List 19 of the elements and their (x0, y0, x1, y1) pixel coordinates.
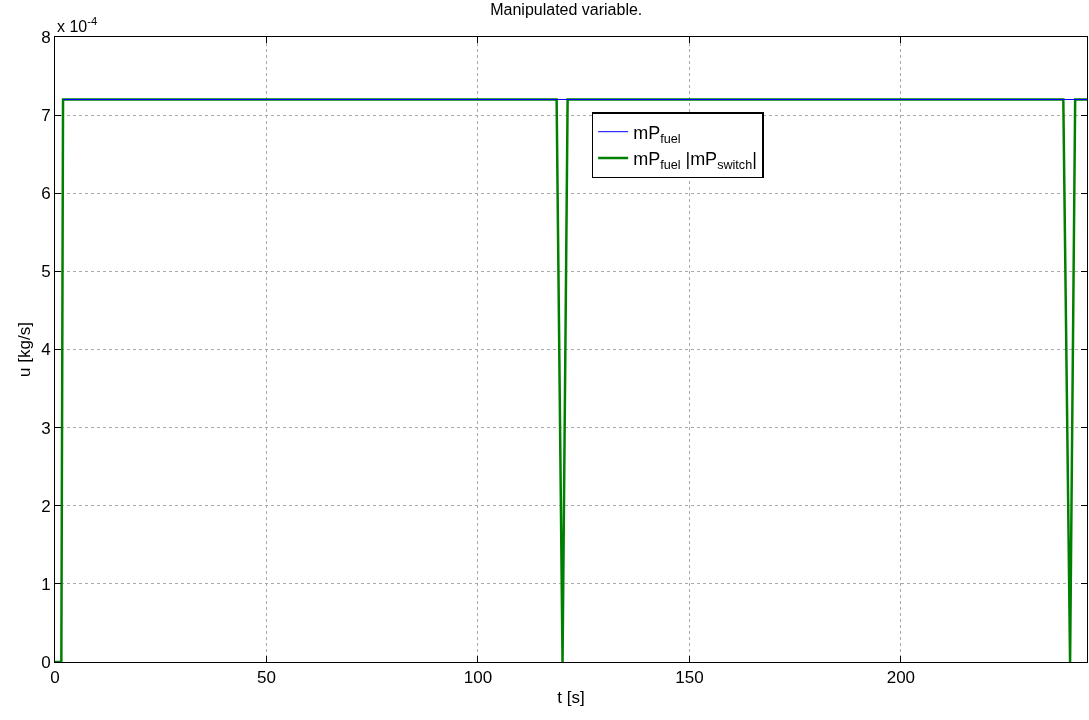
y-tick-label: 8 (41, 27, 51, 47)
y-tick-label: 0 (41, 652, 51, 672)
chart-title: Manipulated variable. (490, 0, 643, 18)
legend-label: mP$_{fuel}$ (633, 122, 681, 146)
y-tick-label: 5 (41, 262, 51, 282)
y-tick-label: 7 (41, 106, 51, 126)
x-tick-label: 100 (463, 668, 493, 688)
x-tick-label: 150 (675, 668, 704, 688)
y-tick-label: 3 (41, 418, 51, 438)
x-tick-label: 200 (886, 668, 916, 688)
y-tick-label: 6 (41, 184, 51, 204)
x-axis-title: t [s] (557, 687, 585, 707)
y-tick-label: 4 (41, 340, 51, 360)
y-tick-label: 2 (41, 496, 51, 516)
y-tick-label: 1 (41, 574, 51, 594)
x-tick-label: 50 (257, 668, 276, 688)
legend-label: mP$_{fuel}$ |mP$_{switch}$| (633, 149, 757, 172)
y-axis-title: u [kg/s] (14, 322, 34, 377)
text: x 10$^{-4}$ (57, 15, 98, 35)
